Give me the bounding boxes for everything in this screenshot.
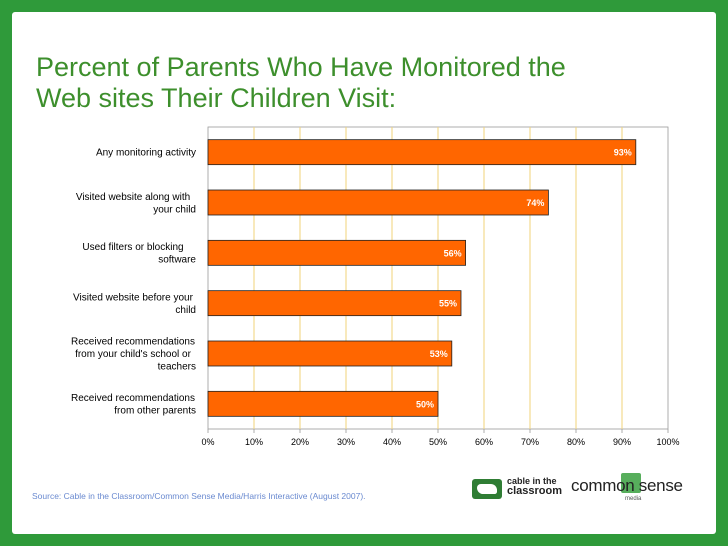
x-tick-label: 60% [475,437,493,447]
bar [207,290,462,317]
bar [207,340,453,367]
data-label: 50% [416,399,434,409]
category-label: Any monitoring activity [96,148,196,159]
x-tick-label: 80% [567,437,585,447]
title-line-2: Web sites Their Children Visit: [36,83,397,113]
data-label: 93% [614,148,632,158]
data-label: 55% [439,299,457,309]
x-tick-label: 50% [429,437,447,447]
cable-logo-line1: cable in the [507,476,557,486]
x-tick-label: 0% [201,437,214,447]
data-label: 74% [526,198,544,208]
bar [207,189,549,216]
x-tick-label: 10% [245,437,263,447]
x-tick-label: 20% [291,437,309,447]
x-tick-label: 40% [383,437,401,447]
data-label: 56% [444,248,462,258]
cable-logo-line2: classroom [507,485,563,497]
category-label: Visited website along with your child [76,192,196,216]
common-sense-wordmark: common sense [571,476,683,495]
page-title: Percent of Parents Who Have Monitored th… [36,52,676,114]
common-sense-media-logo: common sense media [571,473,699,508]
category-label: Visited website before your child [73,292,196,316]
x-tick-label: 30% [337,437,355,447]
common-sense-logo-icon [621,473,641,493]
data-label: 53% [430,349,448,359]
category-label: Received recommendations from other paren… [71,393,196,417]
logos: cable in the classroom common sense medi… [472,473,702,510]
x-tick-label: 90% [613,437,631,447]
bar [207,239,467,266]
x-tick-label: 70% [521,437,539,447]
category-label: Used filters or blocking software [82,242,196,266]
bar [207,139,637,166]
category-label: Received recommendations from your child'… [71,337,196,373]
bar [207,390,439,417]
cable-in-the-classroom-logo: cable in the classroom [472,476,562,504]
title-line-1: Percent of Parents Who Have Monitored th… [36,52,566,82]
x-tick-label: 100% [656,437,679,447]
common-sense-media-label: media [625,496,642,502]
cable-logo-icon [472,479,502,499]
source-note: Source: Cable in the Classroom/Common Se… [32,491,366,501]
